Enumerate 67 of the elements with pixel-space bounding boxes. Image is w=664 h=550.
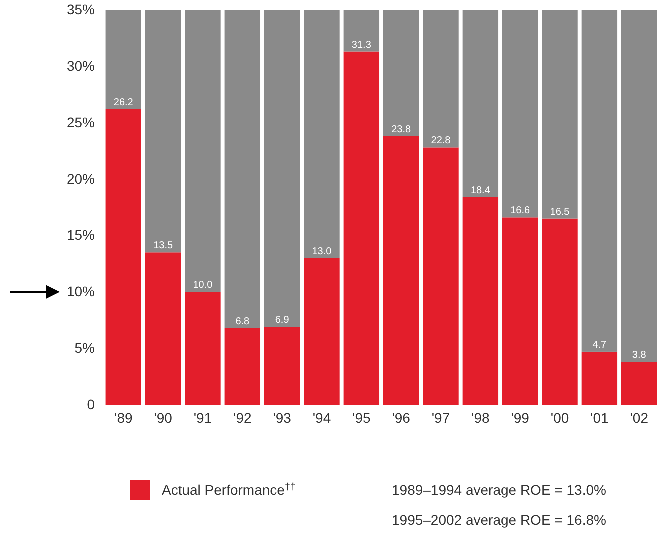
x-tick-label: '93: [273, 410, 292, 426]
bar: [304, 10, 340, 258]
bar: [344, 10, 380, 52]
bar: [423, 10, 459, 148]
data-label: 26.2: [114, 97, 134, 108]
bar: [383, 10, 420, 136]
y-tick-label: 20%: [66, 170, 95, 187]
data-label: 10.0: [193, 280, 214, 292]
bar: [344, 52, 380, 405]
bar: [185, 292, 221, 405]
bar: [462, 197, 499, 405]
bar: [622, 10, 658, 362]
data-label: 22.8: [431, 136, 452, 147]
y-tick-label: 10%: [66, 284, 95, 300]
y-tick-label: 25%: [66, 114, 95, 130]
data-label: 13.0: [312, 246, 332, 258]
y-tick-label: 35%: [66, 1, 95, 18]
x-tick-label: '92: [234, 410, 252, 426]
data-label: 6.9: [275, 315, 290, 326]
bar: [582, 352, 618, 405]
bar: [264, 10, 300, 328]
x-tick-label: '00: [550, 410, 570, 426]
bar: [582, 10, 618, 352]
bar: [502, 218, 538, 405]
bar: [106, 109, 142, 405]
y-tick-label: 0: [87, 396, 96, 412]
bar: [224, 328, 261, 405]
x-tick-label: '98: [472, 410, 490, 426]
bar: [264, 327, 300, 405]
data-label: 16.6: [510, 206, 531, 217]
text: 1995–2002 average ROE = 16.8%: [392, 512, 606, 528]
x-tick-label: '99: [511, 410, 530, 426]
y-tick-label: 30%: [66, 58, 95, 74]
x-tick-label: '94: [312, 410, 332, 426]
x-tick-label: '02: [630, 410, 649, 426]
text: 1989–1994 average ROE = 13.0%: [392, 482, 606, 498]
data-label: 13.5: [154, 240, 174, 252]
bar: [462, 10, 499, 198]
bar: [423, 148, 459, 405]
x-tick-label: '90: [154, 410, 173, 426]
bar: [185, 10, 221, 292]
y-tick-label: 15%: [66, 227, 95, 244]
bar: [145, 10, 182, 253]
data-label: 16.5: [550, 206, 570, 218]
bar: [383, 136, 420, 405]
x-tick-label: '91: [194, 410, 212, 426]
x-tick-label: '96: [392, 410, 411, 426]
x-tick-label: '97: [432, 410, 450, 426]
x-tick-label: '95: [352, 410, 371, 426]
bar: [145, 252, 182, 405]
data-label: 18.4: [470, 185, 491, 196]
bar: [304, 258, 340, 405]
bar: [106, 10, 142, 110]
data-label: 4.7: [592, 340, 608, 351]
data-label: 23.8: [392, 124, 412, 136]
x-tick-label: '89: [114, 410, 133, 426]
bar: [622, 362, 658, 405]
x-tick-label: '01: [590, 410, 610, 426]
y-tick-label: 5%: [74, 340, 95, 356]
bar: [542, 218, 578, 405]
bar: [224, 10, 261, 328]
data-label: 6.8: [236, 316, 250, 328]
data-label: 3.8: [632, 350, 647, 362]
bar: [542, 10, 578, 219]
bar: [502, 10, 538, 218]
legend-label: Actual Performance$^{††}$: [162, 482, 296, 498]
data-label: 31.3: [352, 40, 372, 51]
